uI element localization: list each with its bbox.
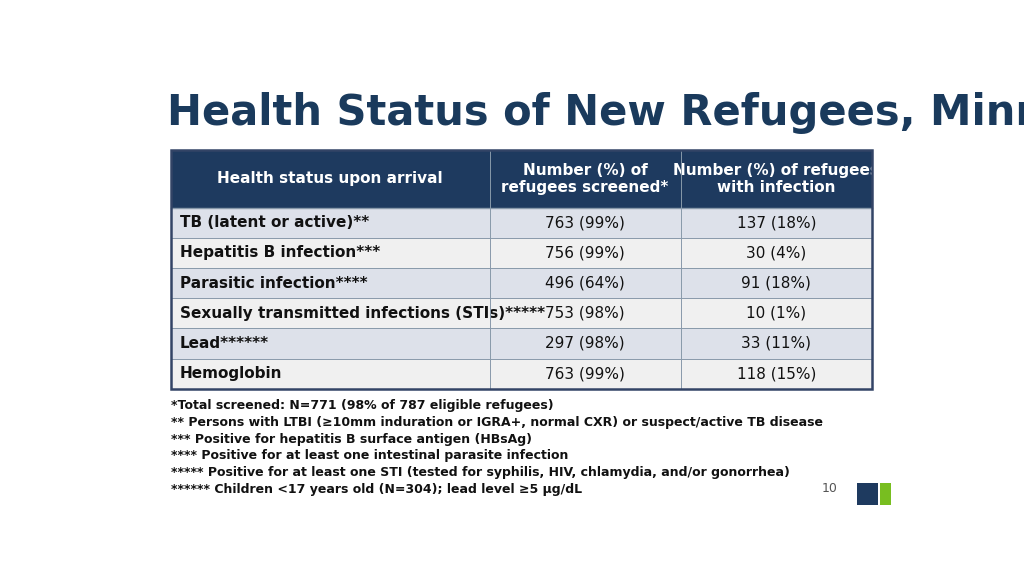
Text: Hemoglobin: Hemoglobin — [180, 366, 283, 381]
Bar — [171, 358, 872, 389]
Text: Parasitic infection****: Parasitic infection**** — [180, 275, 368, 291]
Bar — [880, 483, 891, 505]
Text: 30 (4%): 30 (4%) — [746, 245, 806, 260]
Text: Health status upon arrival: Health status upon arrival — [217, 171, 443, 187]
Text: 91 (18%): 91 (18%) — [741, 275, 811, 291]
Text: 496 (64%): 496 (64%) — [545, 275, 625, 291]
Text: Lead******: Lead****** — [180, 336, 269, 351]
Text: n: n — [878, 484, 893, 504]
Bar — [171, 150, 872, 389]
Text: Health Status of New Refugees, Minnesota, 2018: Health Status of New Refugees, Minnesota… — [167, 92, 1024, 134]
Bar — [171, 298, 872, 328]
Bar — [171, 268, 872, 298]
Text: Sexually transmitted infections (STIs)*****: Sexually transmitted infections (STIs)**… — [180, 306, 545, 321]
Text: *Total screened: N=771 (98% of 787 eligible refugees): *Total screened: N=771 (98% of 787 eligi… — [171, 399, 553, 412]
Text: 297 (98%): 297 (98%) — [546, 336, 625, 351]
Text: *** Positive for hepatitis B surface antigen (HBsAg): *** Positive for hepatitis B surface ant… — [171, 433, 531, 446]
Text: m: m — [856, 484, 879, 504]
Text: **** Positive for at least one intestinal parasite infection: **** Positive for at least one intestina… — [171, 449, 568, 463]
Text: 10 (1%): 10 (1%) — [746, 306, 806, 321]
Text: Hepatitis B infection***: Hepatitis B infection*** — [180, 245, 380, 260]
Text: 763 (99%): 763 (99%) — [545, 215, 625, 230]
Text: 118 (15%): 118 (15%) — [736, 366, 816, 381]
Text: TB (latent or active)**: TB (latent or active)** — [180, 215, 370, 230]
Text: 33 (11%): 33 (11%) — [741, 336, 811, 351]
Text: ***** Positive for at least one STI (tested for syphilis, HIV, chlamydia, and/or: ***** Positive for at least one STI (tes… — [171, 467, 790, 479]
Text: 756 (99%): 756 (99%) — [545, 245, 625, 260]
Bar — [171, 328, 872, 358]
Bar — [171, 150, 872, 208]
Text: Number (%) of refugees
with infection: Number (%) of refugees with infection — [674, 162, 880, 195]
Text: 763 (99%): 763 (99%) — [545, 366, 625, 381]
Text: Number (%) of
refugees screened*: Number (%) of refugees screened* — [502, 162, 669, 195]
Bar — [856, 483, 879, 505]
Bar — [171, 238, 872, 268]
Text: 137 (18%): 137 (18%) — [736, 215, 816, 230]
Bar — [171, 208, 872, 238]
Text: 753 (98%): 753 (98%) — [546, 306, 625, 321]
Text: 10: 10 — [821, 482, 838, 495]
Text: ** Persons with LTBI (≥10mm induration or IGRA+, normal CXR) or suspect/active T: ** Persons with LTBI (≥10mm induration o… — [171, 416, 822, 429]
Text: ****** Children <17 years old (N=304); lead level ≥5 μg/dL: ****** Children <17 years old (N=304); l… — [171, 483, 582, 497]
